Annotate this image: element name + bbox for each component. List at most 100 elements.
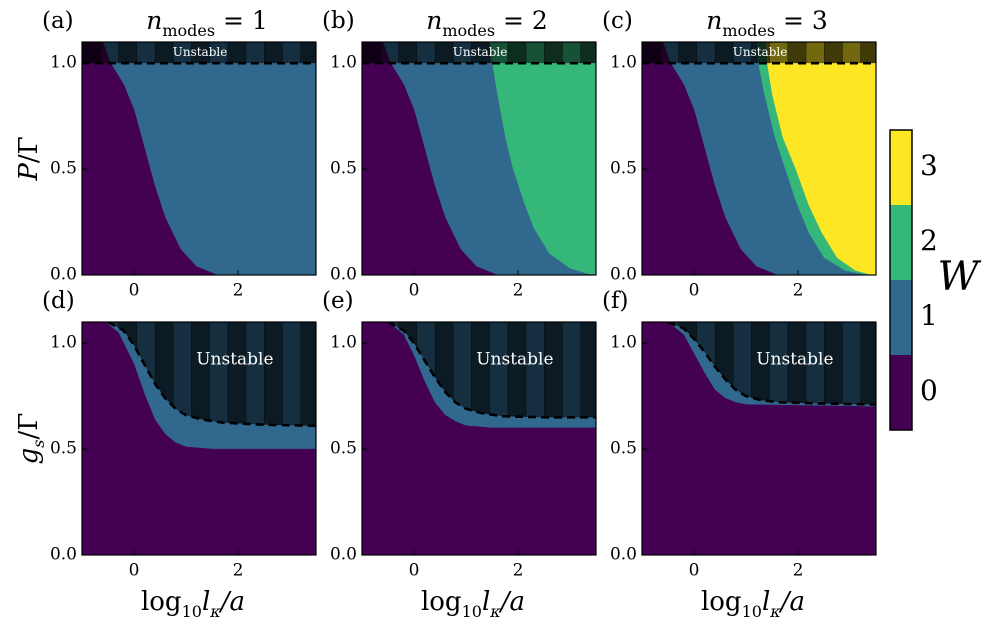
- region: [642, 322, 876, 555]
- x-tick-label: 0: [409, 281, 420, 301]
- y-axis-label: P/Γ: [14, 136, 44, 181]
- panel-label: (c): [602, 8, 633, 34]
- unstable-stripe: [416, 42, 436, 64]
- y-tick-label: 0.5: [50, 159, 77, 179]
- unstable-stripe: [660, 42, 679, 64]
- x-tick-label: 2: [513, 281, 524, 301]
- unstable-stripe: [805, 42, 825, 64]
- panel-title: nmodes = 1: [146, 6, 268, 41]
- x-label-part: log: [421, 587, 462, 617]
- x-label-part: log: [701, 587, 742, 617]
- unstable-stripe: [678, 42, 698, 64]
- y-tick-label: 0.0: [50, 265, 77, 285]
- y-tick-label: 1.0: [330, 333, 357, 353]
- x-tick-label: 2: [233, 281, 244, 301]
- unstable-overlay: [362, 42, 596, 64]
- frame: [81, 321, 317, 556]
- unstable-stripe: [714, 42, 734, 64]
- x-label-part: 10: [182, 602, 202, 621]
- region: [82, 42, 316, 275]
- unstable-stripe: [751, 322, 770, 405]
- title-part: = 2: [495, 6, 548, 35]
- y-tick-label: 1.0: [50, 333, 77, 353]
- unstable-stripe: [696, 42, 716, 64]
- unstable-stripe: [544, 322, 563, 418]
- y-label-part: s: [29, 439, 48, 447]
- annotation: Unstable: [453, 45, 508, 59]
- frame: [361, 41, 597, 276]
- unstable-stripe: [282, 322, 301, 426]
- colorbar-segment: [890, 205, 912, 280]
- title-part: modes: [442, 21, 495, 40]
- unstable-stripe: [471, 42, 490, 64]
- unstable-stripe: [525, 42, 545, 64]
- region: [362, 322, 596, 555]
- unstable-stripe: [787, 42, 807, 64]
- y-tick-label: 0.5: [330, 439, 357, 459]
- unstable-stripe: [842, 42, 861, 64]
- unstable-stripe: [471, 322, 490, 418]
- x-tick-label: 0: [689, 281, 700, 301]
- unstable-stripe: [264, 322, 283, 426]
- x-label-part: κ: [209, 602, 221, 621]
- unstable-stripe: [136, 42, 156, 64]
- y-tick-label: 0.0: [50, 545, 77, 565]
- x-axis-label: log10lκ/a: [701, 587, 805, 621]
- unstable-stripe: [362, 42, 381, 64]
- unstable-stripe: [264, 42, 283, 64]
- annotation: Unstable: [173, 45, 228, 59]
- unstable-stripe: [733, 322, 752, 405]
- y-tick-label: 0.0: [330, 265, 357, 285]
- unstable-stripe: [173, 322, 192, 426]
- colorbar-segment: [890, 130, 912, 205]
- x-tick-label: 2: [793, 561, 804, 581]
- unstable-stripe: [507, 322, 527, 418]
- unstable-stripe: [380, 42, 399, 64]
- unstable-stripe: [860, 42, 876, 64]
- colorbar-segment: [890, 280, 912, 355]
- colorbar-tick-label: 2: [920, 224, 938, 257]
- unstable-stripe: [434, 42, 454, 64]
- panel-label: (a): [42, 8, 74, 34]
- unstable-stripe: [769, 42, 789, 64]
- unstable-stripe: [860, 322, 876, 405]
- y-tick-label: 1.0: [50, 53, 77, 73]
- x-label-part: 10: [462, 602, 482, 621]
- unstable-stripe: [824, 322, 843, 405]
- colorbar-tick-label: 3: [920, 149, 938, 182]
- unstable-stripe: [227, 322, 247, 426]
- annotation: Unstable: [196, 350, 273, 370]
- annotation: Unstable: [756, 350, 833, 370]
- y-tick-label: 0.0: [330, 545, 357, 565]
- unstable-stripe: [245, 322, 265, 426]
- y-tick-label: 1.0: [610, 53, 637, 73]
- title-part: = 3: [775, 6, 828, 35]
- plot-area: [362, 322, 596, 555]
- panel-label: (f): [602, 288, 628, 314]
- unstable-stripe: [733, 42, 752, 64]
- panel-label: (d): [42, 288, 75, 314]
- unstable-stripe: [507, 42, 527, 64]
- region: [82, 322, 316, 555]
- plot-area: [82, 42, 316, 275]
- colorbar-tick-label: 1: [920, 299, 938, 332]
- x-label-part: /a: [778, 587, 805, 617]
- x-label-part: l: [202, 587, 210, 617]
- unstable-stripe: [580, 322, 596, 418]
- frame: [641, 321, 877, 556]
- x-axis-label: log10lκ/a: [421, 587, 525, 621]
- y-label-part: /Γ: [14, 413, 44, 440]
- unstable-stripe: [562, 42, 581, 64]
- plot-area: [642, 322, 876, 555]
- unstable-stripe: [282, 42, 301, 64]
- unstable-stripe: [562, 322, 581, 418]
- region: [362, 42, 596, 275]
- unstable-overlay: [82, 42, 316, 64]
- y-tick-label: 1.0: [330, 53, 357, 73]
- unstable-stripe: [173, 42, 192, 64]
- unstable-stripe: [824, 42, 843, 64]
- x-tick-label: 2: [793, 281, 804, 301]
- unstable-stripe: [769, 322, 789, 405]
- colorbar-tick-label: 0: [920, 374, 938, 407]
- title-part: n: [706, 6, 722, 35]
